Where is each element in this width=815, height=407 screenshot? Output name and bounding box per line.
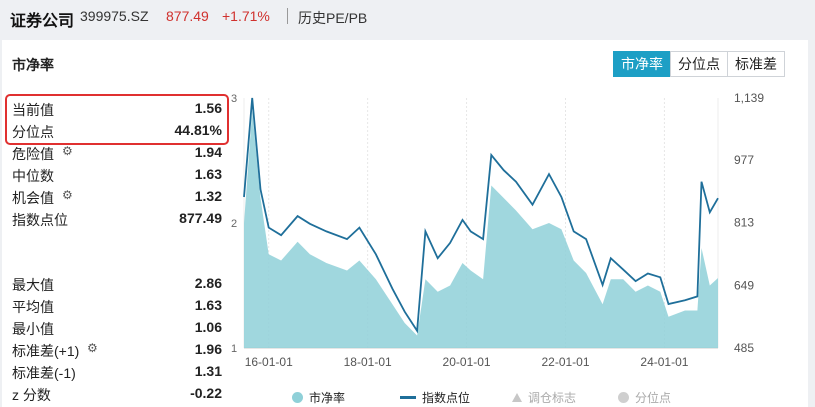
legend-label: 分位点 [635, 391, 672, 405]
index-code: 399975.SZ [80, 8, 149, 24]
highlight-box [5, 94, 229, 145]
gear-icon[interactable]: ⚙ [62, 188, 73, 202]
y-tick-label-left: 1 [231, 343, 237, 355]
valuation-card: 市净率 市净率 分位点 标准差 当前值 1.56 分位点 44.81% 危险值 ⚙ 1.94… [2, 40, 808, 407]
stat-label: 危险值 [12, 146, 54, 162]
legend-label: 调仓标志 [528, 391, 577, 405]
x-tick-label: 18-01-01 [344, 355, 392, 369]
stat-row: 标准差(-1) 1.31 [12, 361, 222, 383]
stat-value: 1.96 [194, 341, 222, 357]
stat-row: z 分数 -0.22 [12, 383, 222, 405]
stat-label: 分位点 [12, 124, 54, 140]
tab-stddev[interactable]: 标准差 [727, 51, 785, 77]
x-tick-label: 22-01-01 [541, 355, 589, 369]
legend-dot-icon [618, 392, 629, 403]
stat-row: 当前值 1.56 [12, 98, 222, 120]
y-tick-label-right: 977 [734, 153, 754, 167]
triangle-icon [512, 393, 522, 402]
x-tick-label: 24-01-01 [640, 355, 688, 369]
stat-label: z 分数 [12, 387, 51, 403]
stat-label: 标准差(-1) [12, 365, 76, 381]
chart-legend: 市净率 指数点位 调仓标志 分位点 [292, 389, 702, 407]
index-price: 877.49 [166, 8, 209, 24]
legend-item-index[interactable]: 指数点位 [400, 389, 470, 406]
stat-row: 标准差(+1) ⚙ 1.96 [12, 339, 222, 361]
page-subtitle: 历史PE/PB [298, 10, 368, 26]
stat-row: 指数点位 877.49 [12, 208, 222, 230]
stat-label: 机会值 [12, 190, 54, 206]
stat-value: 44.81% [174, 122, 222, 138]
y-tick-label-right: 649 [734, 278, 754, 292]
legend-item-percentile[interactable]: 分位点 [618, 389, 671, 406]
stat-value: -0.22 [190, 385, 222, 401]
index-change: +1.71% [222, 8, 270, 24]
card-title: 市净率 [12, 57, 54, 73]
series-area-pb [244, 110, 718, 348]
gear-icon[interactable]: ⚙ [87, 341, 98, 355]
stat-value: 1.31 [194, 363, 222, 379]
x-tick-label: 20-01-01 [443, 355, 491, 369]
stat-label: 当前值 [12, 102, 54, 118]
stat-row: 危险值 ⚙ 1.94 [12, 142, 222, 164]
stat-row: 最小值 1.06 [12, 317, 222, 339]
legend-dot-icon [292, 392, 303, 403]
stat-row: 分位点 44.81% [12, 120, 222, 142]
legend-label: 市净率 [309, 391, 346, 405]
y-tick-label-left: 2 [231, 218, 237, 230]
series-line-index [243, 97, 719, 334]
stat-value: 1.94 [194, 144, 222, 160]
stat-label: 中位数 [12, 168, 54, 184]
stat-value: 1.06 [194, 319, 222, 335]
stat-label: 标准差(+1) [12, 343, 80, 359]
y-tick-label-left: 3 [231, 93, 237, 105]
y-tick-label-right: 485 [734, 341, 754, 355]
stat-value: 1.63 [194, 297, 222, 313]
stat-value: 1.56 [194, 100, 222, 116]
stat-row: 中位数 1.63 [12, 164, 222, 186]
stat-label: 指数点位 [12, 212, 68, 228]
stat-label: 最小值 [12, 321, 54, 337]
y-tick-label-right: 813 [734, 216, 754, 230]
tab-pb[interactable]: 市净率 [613, 51, 671, 77]
header-bar: 证券公司 399975.SZ 877.49 +1.71% 历史PE/PB [0, 0, 815, 34]
legend-item-pb[interactable]: 市净率 [292, 389, 345, 406]
legend-label: 指数点位 [422, 391, 471, 405]
stat-row: 机会值 ⚙ 1.32 [12, 186, 222, 208]
legend-line-icon [400, 396, 416, 399]
legend-item-rebalance[interactable]: 调仓标志 [512, 389, 576, 406]
header-divider [287, 8, 288, 24]
stat-row: 平均值 1.63 [12, 295, 222, 317]
stat-value: 2.86 [194, 275, 222, 291]
tab-percentile[interactable]: 分位点 [670, 51, 728, 77]
index-name: 证券公司 [10, 13, 75, 30]
stat-label: 最大值 [12, 277, 54, 293]
pb-chart: 3 2 1 1,139 977 813 649 485 16-01-01 18-01-01 20-0… [231, 91, 764, 369]
stat-value: 877.49 [179, 210, 222, 226]
stat-row: 最大值 2.86 [12, 273, 222, 295]
gear-icon[interactable]: ⚙ [62, 144, 73, 158]
stat-label: 平均值 [12, 299, 54, 315]
stat-value: 1.32 [194, 188, 222, 204]
x-tick-label: 16-01-01 [245, 355, 293, 369]
stat-value: 1.63 [194, 166, 222, 182]
y-tick-label-right: 1,139 [734, 91, 764, 105]
metric-tabs: 市净率 分位点 标准差 [613, 51, 785, 77]
